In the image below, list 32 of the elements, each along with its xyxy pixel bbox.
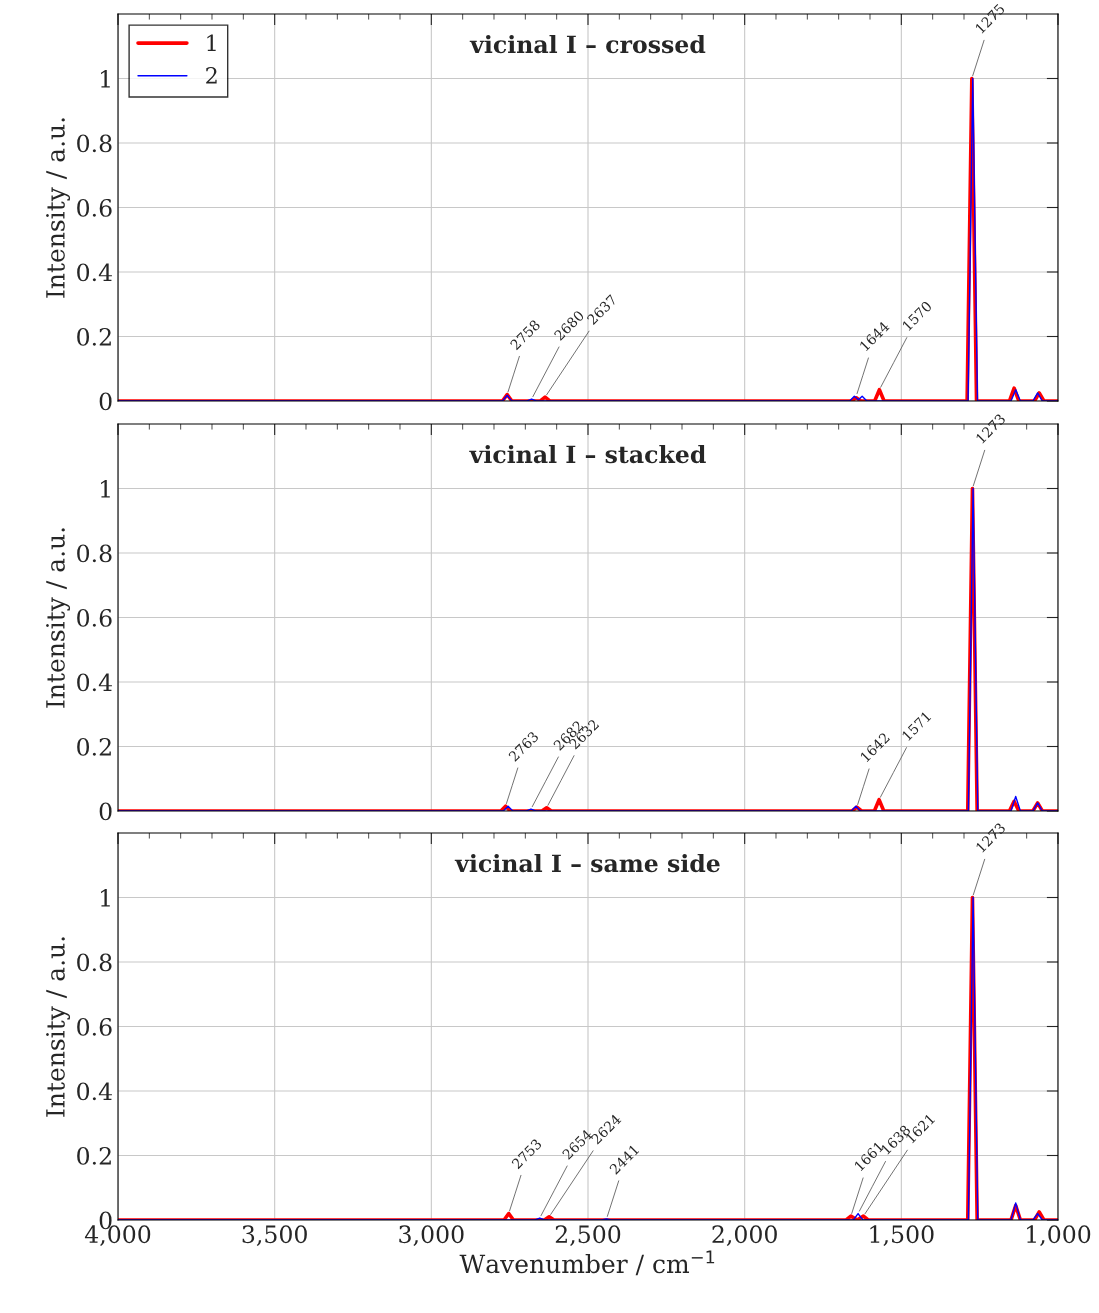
y-axis-title: Intensity / a.u. bbox=[46, 118, 71, 298]
y-tick-label: 0.8 bbox=[77, 134, 112, 153]
y-tick-label: 1 bbox=[101, 888, 110, 907]
y-tick-label: 0 bbox=[99, 392, 112, 411]
y-tick-label: 0 bbox=[99, 802, 112, 821]
y-tick-label: 0.4 bbox=[77, 673, 112, 692]
y-tick-label: 0.2 bbox=[77, 327, 111, 346]
y-tick-label: 0.4 bbox=[77, 263, 112, 282]
y-axis-title: Intensity / a.u. bbox=[46, 528, 71, 708]
y-tick-label: 0.6 bbox=[77, 608, 112, 627]
y-tick-label: 1 bbox=[101, 69, 110, 88]
y-axis-title: Intensity / a.u. bbox=[46, 937, 71, 1117]
x-tick-label: 2,500 bbox=[555, 1225, 621, 1247]
x-tick-label: 2,000 bbox=[712, 1225, 777, 1247]
y-tick-label: 0.6 bbox=[77, 198, 112, 217]
text: vicinal I – stacked bbox=[469, 444, 706, 464]
y-tick-label: 0.2 bbox=[77, 737, 111, 756]
x-tick-label: 1,500 bbox=[870, 1225, 934, 1247]
x-axis-title: Wavenumber / cm$^{−1}$ bbox=[459, 1250, 715, 1276]
x-tick-label: 3,500 bbox=[242, 1225, 307, 1247]
text: vicinal I – same side bbox=[454, 853, 720, 873]
y-tick-label: 0.8 bbox=[77, 953, 112, 972]
y-tick-label: 0.4 bbox=[77, 1082, 112, 1101]
y-tick-label: 1 bbox=[101, 479, 110, 498]
x-tick-label: 1,000 bbox=[1027, 1225, 1091, 1247]
x-tick-label: 3,000 bbox=[399, 1225, 464, 1247]
y-tick-label: 0.6 bbox=[77, 1017, 112, 1036]
y-tick-label: 0.8 bbox=[77, 544, 112, 563]
legend-label: 1 bbox=[207, 34, 216, 51]
y-tick-label: 0.2 bbox=[77, 1146, 111, 1165]
legend-label: 2 bbox=[206, 67, 217, 84]
text: vicinal I – crossed bbox=[469, 34, 706, 54]
